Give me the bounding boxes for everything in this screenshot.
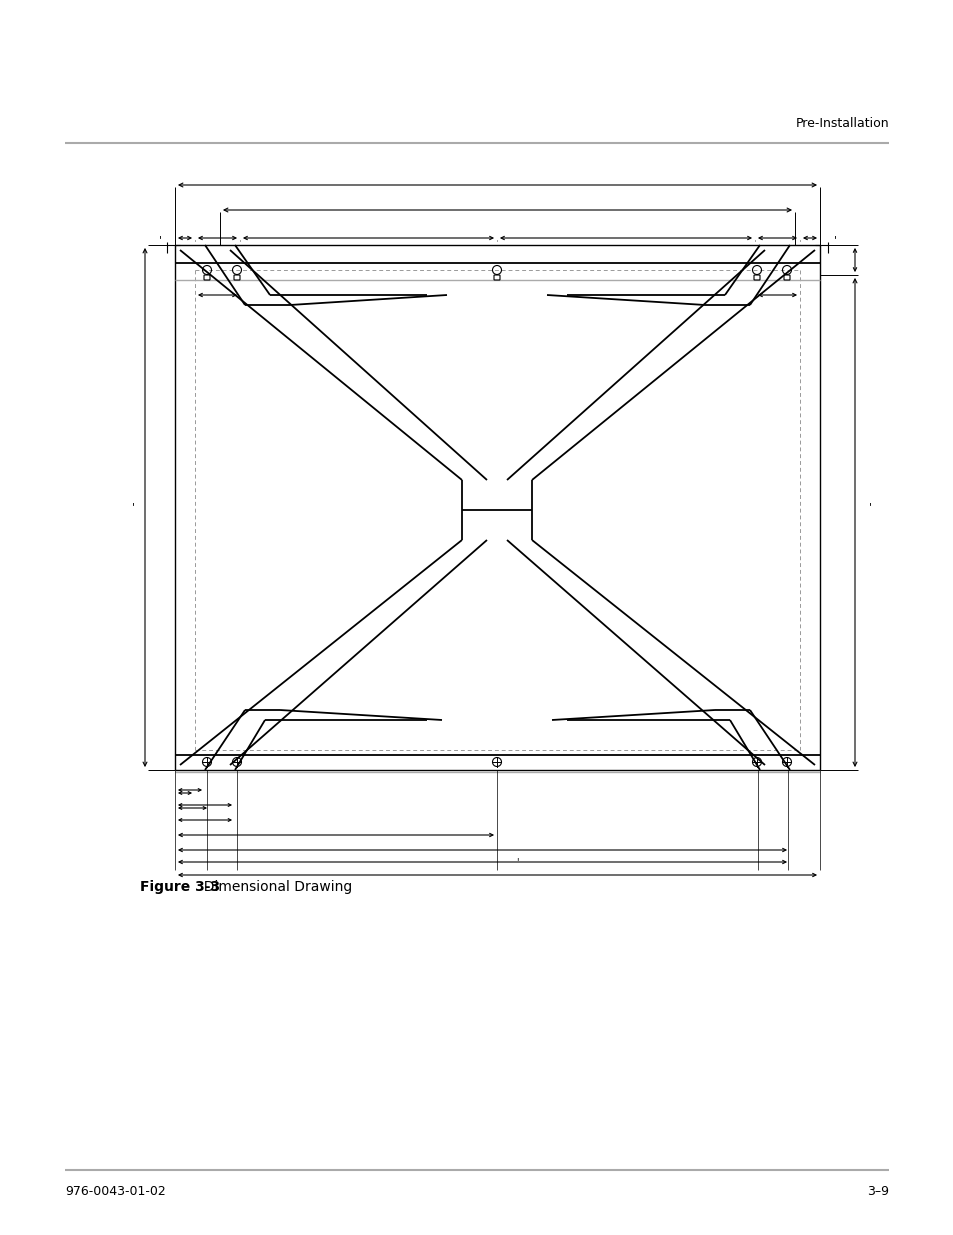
Text: ': '	[867, 501, 871, 513]
Text: ': '	[132, 501, 134, 513]
Text: ': '	[833, 235, 836, 245]
Text: 3–9: 3–9	[866, 1186, 888, 1198]
Text: 976-0043-01-02: 976-0043-01-02	[65, 1186, 166, 1198]
Text: Dimensional Drawing: Dimensional Drawing	[194, 881, 352, 894]
Text: Pre-Installation: Pre-Installation	[795, 117, 888, 130]
Text: ': '	[516, 857, 517, 867]
Text: Figure 3-3: Figure 3-3	[140, 881, 220, 894]
Text: ': '	[158, 235, 161, 245]
